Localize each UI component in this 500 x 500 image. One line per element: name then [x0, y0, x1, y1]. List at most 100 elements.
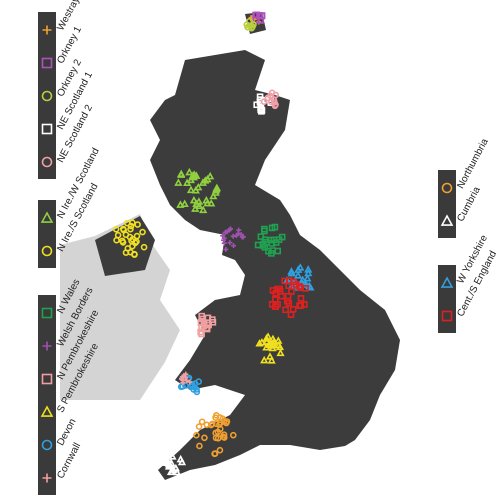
marker: [282, 306, 289, 314]
marker: [220, 418, 228, 425]
marker: [180, 380, 186, 386]
marker: [194, 182, 203, 191]
marker: [227, 240, 233, 246]
marker: [209, 318, 217, 326]
marker: [139, 228, 146, 236]
marker: [171, 463, 180, 472]
marker: [198, 330, 205, 338]
marker: [272, 91, 280, 99]
marker: [127, 225, 134, 233]
marker: [177, 383, 185, 391]
marker: [233, 233, 239, 239]
marker: [216, 425, 224, 433]
marker: [221, 240, 227, 246]
marker: [441, 310, 453, 322]
marker: [220, 434, 228, 441]
marker: [185, 167, 194, 176]
marker: [41, 90, 53, 102]
marker: [201, 434, 208, 442]
marker: [262, 337, 271, 345]
marker: [206, 171, 215, 180]
marker: [269, 340, 278, 349]
marker: [41, 57, 53, 69]
marker: [260, 355, 269, 364]
marker: [223, 418, 231, 425]
marker: [123, 219, 131, 227]
marker: [293, 271, 303, 279]
legend-label: Cumbria: [455, 185, 483, 224]
marker: [177, 170, 186, 178]
marker: [289, 306, 297, 313]
marker: [200, 320, 208, 328]
marker: [274, 336, 283, 344]
marker: [440, 276, 454, 288]
legend-label: Cornwall: [55, 441, 83, 481]
marker: [209, 191, 218, 200]
marker: [304, 265, 313, 273]
marker: [256, 12, 263, 19]
legend-panel: [38, 200, 56, 268]
marker: [255, 339, 264, 347]
marker: [198, 418, 206, 426]
marker: [260, 98, 268, 105]
marker: [254, 241, 262, 249]
marker: [134, 221, 141, 228]
marker: [168, 452, 177, 460]
marker: [258, 107, 266, 114]
marker: [199, 205, 208, 214]
marker: [261, 243, 269, 251]
marker: [223, 246, 229, 252]
marker: [176, 454, 185, 463]
marker: [278, 233, 286, 241]
marker: [297, 302, 305, 309]
marker: [41, 123, 53, 135]
marker: [257, 233, 265, 240]
marker: [270, 96, 278, 104]
marker: [440, 214, 454, 226]
marker: [216, 414, 224, 421]
marker: [209, 420, 216, 428]
marker: [264, 340, 274, 348]
marker: [276, 288, 284, 295]
marker: [188, 171, 197, 179]
marker: [167, 458, 176, 467]
ireland: [60, 214, 180, 400]
marker: [42, 25, 52, 35]
marker: [195, 423, 203, 430]
marker: [40, 211, 54, 223]
marker: [188, 382, 196, 390]
marker: [207, 199, 216, 207]
legend-panel: [38, 295, 56, 495]
marker: [176, 200, 185, 208]
marker: [203, 174, 212, 183]
legend-panel: [438, 170, 456, 238]
marker: [201, 176, 210, 184]
marker: [302, 280, 311, 288]
marker: [194, 197, 204, 205]
marker: [265, 352, 275, 360]
marker: [231, 243, 237, 249]
marker: [163, 457, 172, 465]
marker: [127, 248, 134, 256]
marker: [212, 434, 220, 442]
marker: [193, 431, 200, 439]
marker: [187, 379, 193, 385]
marker: [41, 439, 53, 451]
marker: [119, 239, 127, 246]
marker: [211, 450, 218, 458]
marker: [226, 227, 232, 233]
marker: [41, 156, 53, 168]
marker: [120, 226, 127, 234]
marker: [166, 467, 176, 475]
marker: [222, 229, 228, 235]
marker: [304, 268, 313, 277]
marker: [268, 300, 276, 308]
marker: [268, 250, 275, 257]
marker: [140, 243, 148, 251]
marker: [221, 235, 227, 241]
marker: [266, 92, 274, 100]
marker: [298, 275, 307, 283]
marker: [180, 199, 189, 207]
marker: [193, 386, 200, 393]
